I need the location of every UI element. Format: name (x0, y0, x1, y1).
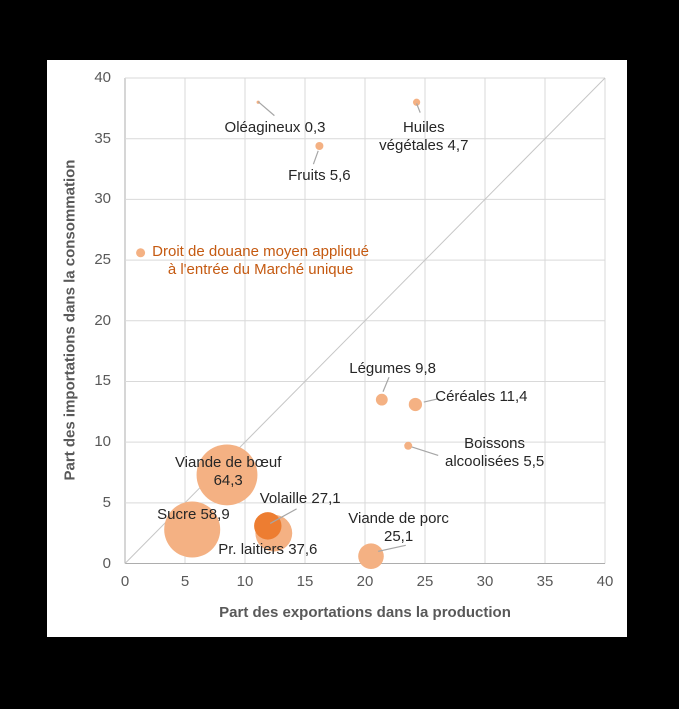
leader-line (411, 446, 439, 457)
bubble-Fruits (315, 141, 324, 150)
leader-line (257, 101, 275, 117)
leader-line (378, 544, 406, 552)
leader-line (423, 398, 438, 403)
bubble-Boissons alcoolisées (404, 441, 413, 450)
leader-line (312, 150, 319, 165)
leader-line (382, 376, 390, 392)
bubble-Volaille (254, 512, 282, 540)
bubble-Viande de porc (358, 543, 384, 570)
bubble-Huiles végétales (412, 98, 421, 106)
leader-line (416, 103, 421, 113)
bubble-Sucre (164, 501, 221, 558)
bubble-Légumes (375, 393, 388, 406)
bubble-Viande de bœuf (196, 444, 258, 506)
legend-marker (136, 248, 146, 258)
leader-line (269, 508, 297, 524)
bubble-Céréales (408, 397, 423, 412)
